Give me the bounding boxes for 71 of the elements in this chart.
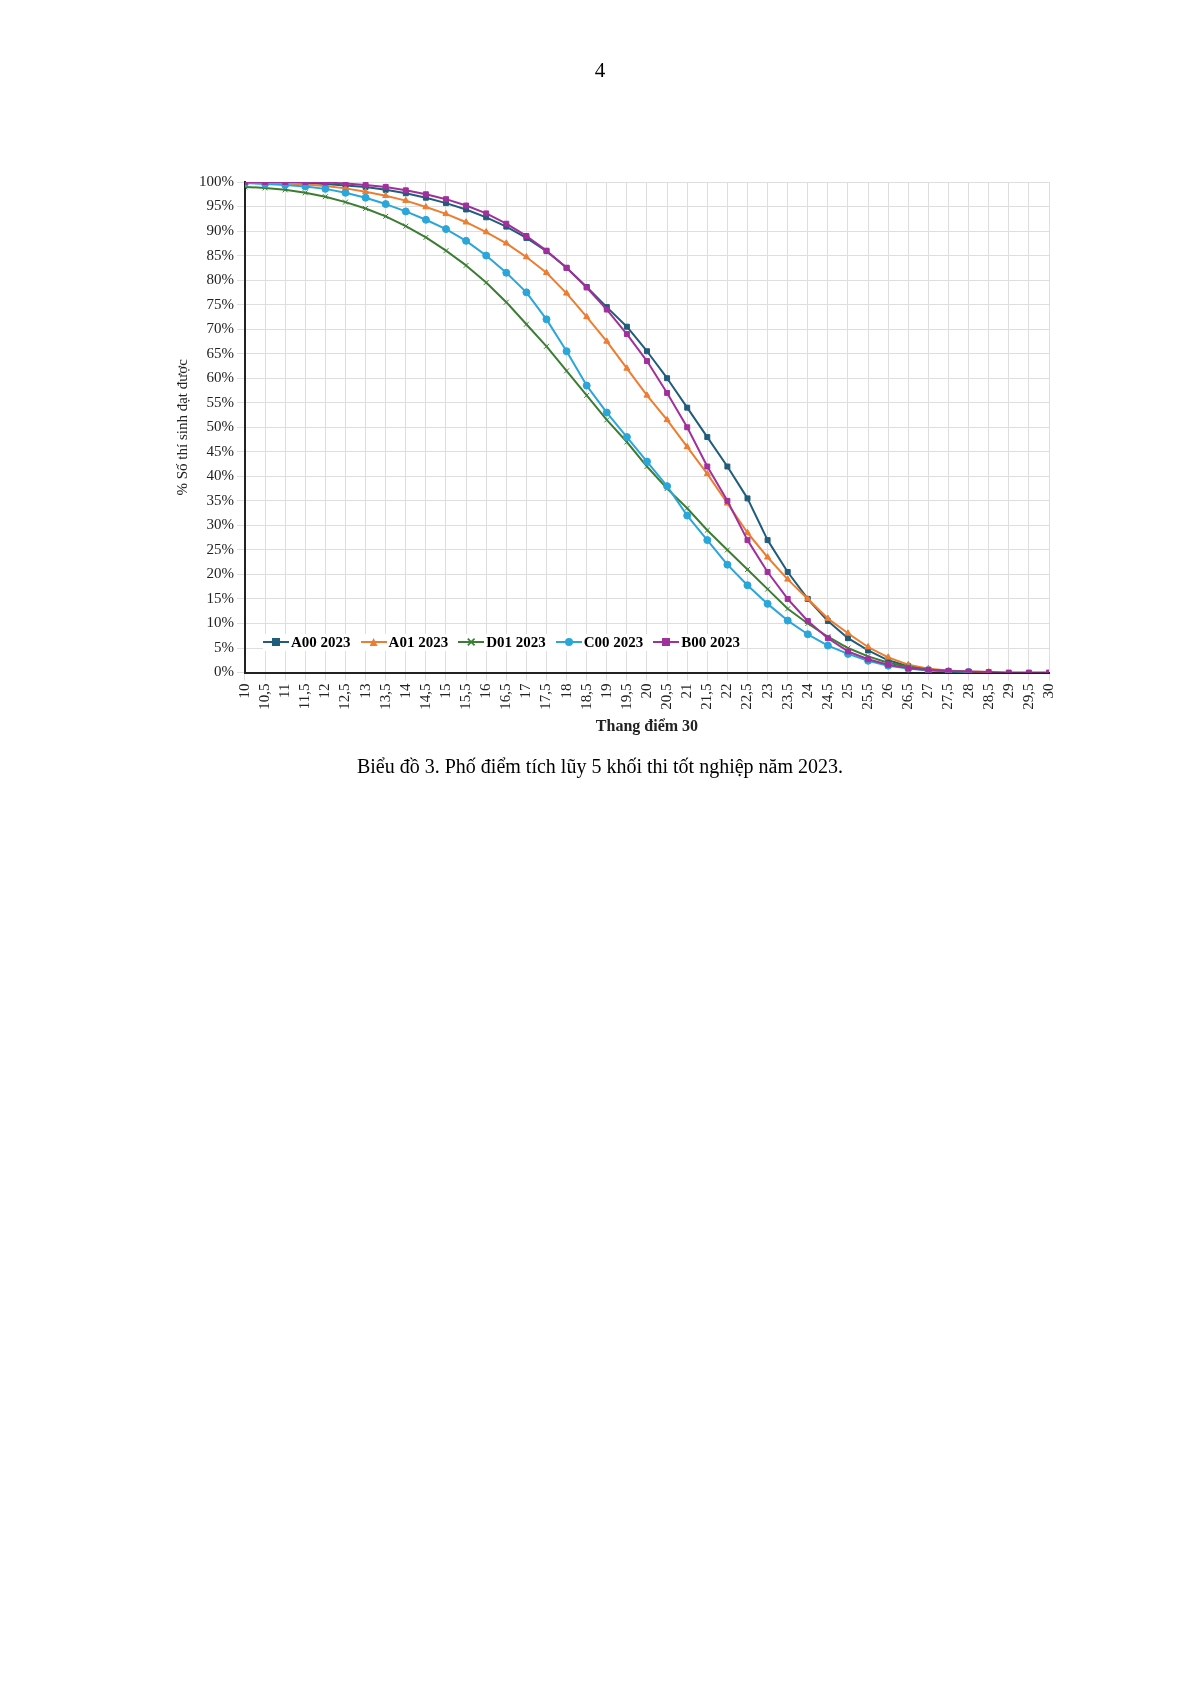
- x-tick-label: 27,5: [939, 683, 956, 710]
- legend-label: D01 2023: [486, 633, 546, 651]
- text: Biểu đồ 3. Phố điểm tích lũy 5 khối thi tốt nghiệp năm 2023.: [355, 755, 845, 778]
- x-tick-label: 13: [356, 683, 373, 699]
- x-tick-label: 19,5: [617, 683, 634, 710]
- y-tick-label: 95%: [206, 197, 234, 214]
- x-tick-label: 20: [637, 683, 654, 699]
- y-tick-label: 90%: [206, 221, 234, 238]
- legend-label: B00 2023: [681, 633, 741, 651]
- x-tick-label: 26: [879, 683, 896, 699]
- x-tick-label: 24,5: [818, 683, 835, 710]
- x-tick-label: 19: [597, 683, 614, 699]
- y-tick-label: 25%: [206, 540, 234, 557]
- x-tick-label: 27: [919, 683, 936, 699]
- x-axis-title: Thang điểm 30: [595, 716, 699, 735]
- x-tick-label: 15,5: [457, 683, 474, 710]
- y-tick-label: 55%: [206, 393, 234, 410]
- x-tick-label: 23: [758, 683, 775, 699]
- x-tick-label: 16,5: [497, 683, 514, 710]
- x-tick-label: 28,5: [979, 683, 996, 710]
- y-tick-label: 5%: [214, 638, 234, 655]
- y-tick-label: 75%: [206, 295, 234, 312]
- x-tick-label: 18: [557, 683, 574, 699]
- y-tick-label: 20%: [206, 565, 234, 582]
- x-tick-label: 15: [436, 683, 453, 699]
- x-tick-label: 13,5: [376, 683, 393, 710]
- x-tick-label: 14: [396, 683, 413, 699]
- x-tick-label: 10: [235, 683, 252, 699]
- y-tick-label: 35%: [206, 491, 234, 508]
- x-tick-label: 25: [838, 683, 855, 699]
- x-tick-label: 24: [798, 683, 815, 699]
- x-tick-label: 17: [517, 683, 534, 699]
- x-tick-label: 30: [1039, 683, 1056, 699]
- x-tick-label: 12: [316, 683, 333, 699]
- y-tick-label: 65%: [206, 344, 234, 361]
- x-tick-label: 11,5: [296, 683, 313, 710]
- x-tick-label: 11: [276, 683, 293, 698]
- x-tick-label: 22: [718, 683, 735, 699]
- x-tick-label: 20,5: [658, 683, 675, 710]
- legend-label: C00 2023: [583, 633, 644, 651]
- x-tick-label: 29: [999, 683, 1016, 699]
- legend-label: A00 2023: [290, 633, 351, 651]
- x-tick-label: 21,5: [698, 683, 715, 710]
- y-tick-label: 0%: [214, 663, 234, 680]
- legend-label: A01 2023: [388, 633, 449, 651]
- x-tick-label: 12,5: [336, 683, 353, 710]
- y-tick-label: 45%: [206, 442, 234, 459]
- x-tick-label: 18,5: [577, 683, 594, 710]
- x-tick-label: 29,5: [1019, 683, 1036, 710]
- x-tick-label: 16: [477, 683, 494, 699]
- y-tick-label: 60%: [206, 369, 234, 386]
- y-tick-label: 80%: [206, 271, 234, 288]
- y-tick-label: 15%: [206, 589, 234, 606]
- y-axis-title: % Số thí sinh đạt được: [173, 358, 190, 496]
- x-tick-label: 14,5: [416, 683, 433, 710]
- x-tick-label: 21: [678, 683, 695, 699]
- y-tick-label: 100%: [199, 172, 234, 189]
- x-tick-label: 25,5: [859, 683, 876, 710]
- y-tick-label: 50%: [206, 418, 234, 435]
- text: 4: [593, 58, 607, 83]
- y-tick-label: 85%: [206, 246, 234, 263]
- x-tick-label: 26,5: [899, 683, 916, 710]
- y-tick-label: 30%: [206, 516, 234, 533]
- x-tick-label: 17,5: [537, 683, 554, 710]
- x-tick-label: 28: [959, 683, 976, 699]
- x-tick-label: 22,5: [738, 683, 755, 710]
- y-tick-label: 40%: [206, 467, 234, 484]
- x-tick-label: 23,5: [778, 683, 795, 710]
- x-tick-label: 10,5: [256, 683, 273, 710]
- y-tick-label: 70%: [206, 320, 234, 337]
- y-tick-label: 10%: [206, 614, 234, 631]
